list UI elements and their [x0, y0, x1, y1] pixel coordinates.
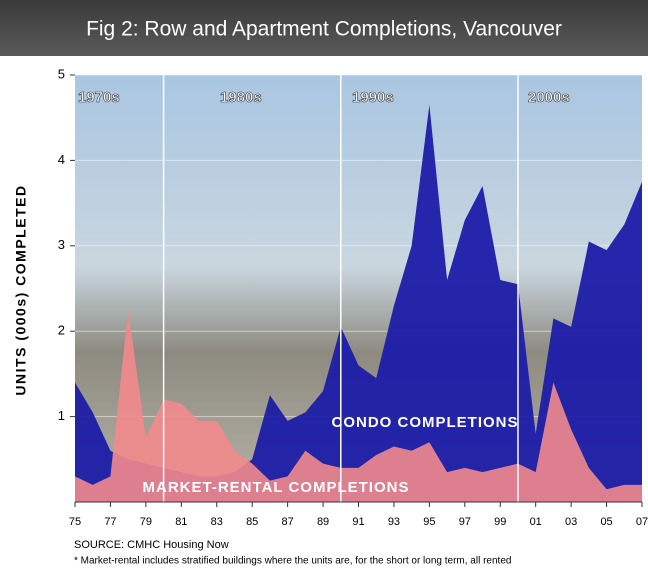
x-tick-label: 85 [246, 516, 258, 528]
decade-label: 1980s [220, 89, 262, 106]
y-tick-label: 5 [58, 66, 65, 81]
x-tick-label: 97 [459, 516, 471, 528]
x-tick-label: 81 [175, 516, 187, 528]
chart: Fig 2: Row and Apartment Completions, Va… [0, 0, 648, 574]
footnote: * Market-rental includes stratified buil… [74, 556, 511, 567]
x-tick-label: 87 [282, 516, 294, 528]
x-tick-label: 75 [69, 516, 81, 528]
x-tick-label: 89 [317, 516, 329, 528]
x-tick-label: 05 [600, 516, 612, 528]
series-label: MARKET-RENTAL COMPLETIONS [143, 479, 410, 496]
x-tick-label: 03 [565, 516, 577, 528]
y-axis-label: UNITS (000s) COMPLETED [13, 184, 29, 395]
decade-label: 1970s [78, 89, 120, 106]
x-tick-label: 83 [211, 516, 223, 528]
decade-label: 2000s [528, 89, 570, 106]
x-tick-label: 99 [494, 516, 506, 528]
x-tick-label: 79 [140, 516, 152, 528]
y-tick-label: 2 [58, 323, 65, 338]
x-tick-label: 77 [104, 516, 116, 528]
x-tick-label: 01 [530, 516, 542, 528]
y-tick-label: 4 [58, 152, 65, 167]
x-tick-label: 95 [423, 516, 435, 528]
x-tick-label: 91 [352, 516, 364, 528]
x-tick-label: 07 [636, 516, 648, 528]
source: SOURCE: CMHC Housing Now [74, 539, 229, 551]
y-tick-label: 1 [58, 408, 65, 423]
chart-title: Fig 2: Row and Apartment Completions, Va… [86, 18, 562, 41]
series-label: CONDO COMPLETIONS [331, 414, 518, 431]
decade-label: 1990s [352, 89, 394, 106]
x-tick-label: 93 [388, 516, 400, 528]
y-tick-label: 3 [58, 237, 65, 252]
